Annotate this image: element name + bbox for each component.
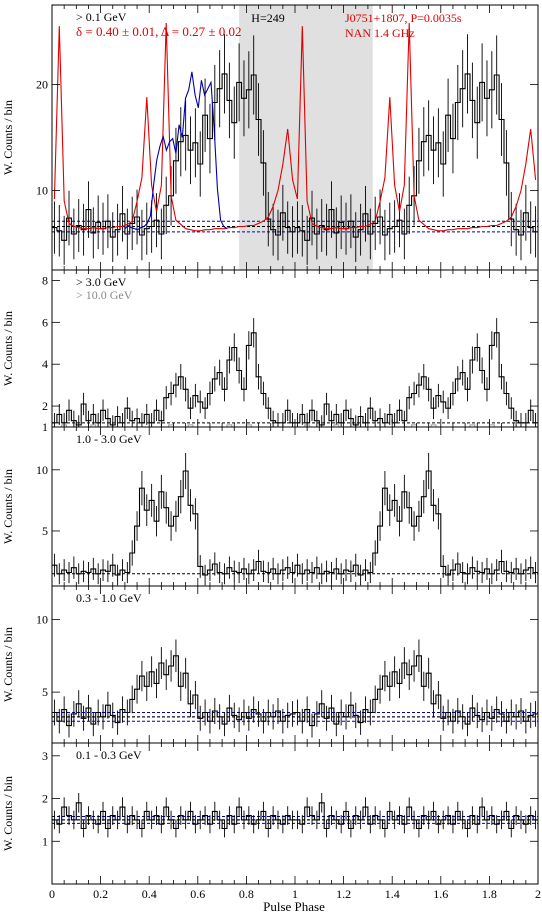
y-tick-label: 1 [42,834,48,848]
radio-label: NAN 1.4 GHz [345,26,415,40]
x-tick-label: 2 [535,887,541,901]
x-tick-label: 1.8 [482,887,497,901]
plot-area [52,5,538,270]
fit-model-line [124,71,228,231]
energy-label: 0.1 - 0.3 GeV [76,748,142,762]
pulse-histogram [52,655,538,727]
y-tick-label: 2 [42,792,48,806]
y-tick-label: 6 [42,315,48,329]
plot-area [52,793,538,838]
x-axis-label: Pulse Phase [263,899,325,914]
pulse-histogram [52,332,538,426]
source-label: J0751+1807, P=0.0035s [345,11,462,25]
y-axis-label: W. Counts / bin [1,469,15,544]
energy-label-secondary: > 10.0 GeV [76,288,133,302]
panel-frame [51,426,539,587]
y-tick-label: 10 [36,184,48,198]
x-tick-label: 1.6 [433,887,448,901]
y-tick-label: 4 [42,357,48,371]
x-tick-label: 1.2 [336,887,351,901]
panel-p2: 1 2 4 6 8 W. Counts / bin > 3.0 GeV> 10.0 GeV [1,269,539,434]
panel-p4: 5 10 W. Counts / bin 0.3 - 1.0 GeV [1,585,539,744]
panel-p5: 1 2 3 W. Counts / bin 0.1 - 0.3 GeV [1,742,539,885]
y-tick-label: 5 [42,685,48,699]
peak-fit-label: δ = 0.40 ± 0.01, Δ = 0.27 ± 0.02 [76,24,241,39]
radio-profile-line [53,22,537,232]
y-axis-label: W. Counts / bin [1,311,15,386]
energy-label: > 0.1 GeV [76,10,127,24]
pulse-histogram [52,802,538,830]
plot-area [52,639,538,738]
shaded-region [239,5,373,270]
pulse-histogram [52,470,538,576]
x-tick-label: 1 [292,887,298,901]
pulse-histogram [52,73,538,241]
x-tick-label: 0.8 [239,887,254,901]
y-axis-label: W. Counts / bin [1,776,15,851]
energy-label: 0.3 - 1.0 GeV [76,591,142,605]
y-tick-label: 8 [42,273,48,287]
y-tick-label: 1 [42,420,48,434]
plot-area [52,452,538,586]
y-axis-label: W. Counts / bin [1,627,15,702]
x-tick-label: 0 [49,887,55,901]
x-tick-label: 1.4 [385,887,400,901]
x-tick-label: 0.4 [142,887,157,901]
energy-label: 1.0 - 3.0 GeV [76,432,142,446]
y-tick-label: 2 [42,399,48,413]
energy-label: > 3.0 GeV [76,275,127,289]
x-tick-label: 0.2 [93,887,108,901]
y-tick-label: 3 [42,749,48,763]
plot-area [52,318,538,427]
y-tick-label: 10 [36,612,48,626]
y-axis-label: W. Counts / bin [1,100,15,175]
y-tick-label: 10 [36,463,48,477]
x-tick-label: 0.6 [190,887,205,901]
y-tick-label: 20 [36,78,48,92]
panel-p3: 5 10 W. Counts / bin 1.0 - 3.0 GeV [1,426,539,587]
y-tick-label: 5 [42,524,48,538]
htest-label: H=249 [251,11,284,25]
